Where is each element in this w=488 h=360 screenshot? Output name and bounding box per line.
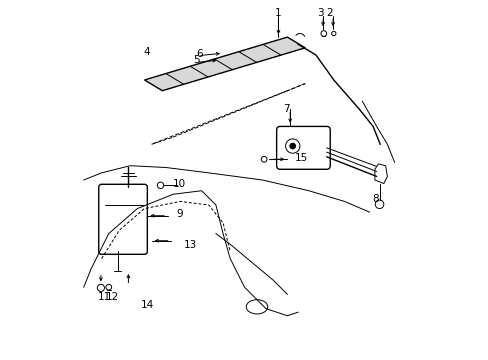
Text: 7: 7	[283, 104, 289, 113]
Text: 12: 12	[105, 292, 119, 302]
Text: 13: 13	[183, 240, 197, 250]
Text: 6: 6	[196, 49, 203, 59]
Text: 14: 14	[141, 300, 154, 310]
Text: 2: 2	[325, 8, 332, 18]
Text: 10: 10	[173, 179, 185, 189]
Text: 1: 1	[275, 8, 281, 18]
Text: 15: 15	[294, 153, 307, 163]
Text: 9: 9	[176, 209, 183, 219]
Text: 5: 5	[193, 55, 199, 65]
Text: 11: 11	[98, 292, 111, 302]
Text: 4: 4	[142, 47, 149, 57]
Polygon shape	[144, 37, 305, 91]
Circle shape	[289, 143, 295, 149]
Text: 3: 3	[317, 8, 323, 18]
Text: 8: 8	[372, 194, 379, 203]
